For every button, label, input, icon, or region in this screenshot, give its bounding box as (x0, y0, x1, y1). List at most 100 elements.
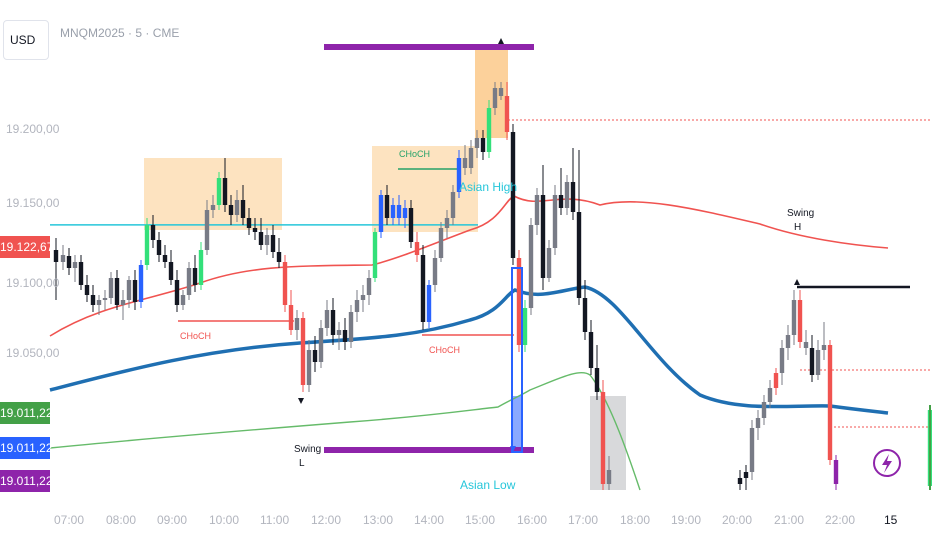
candle (570, 148, 576, 220)
candle-body (749, 428, 755, 472)
candle (258, 218, 264, 250)
candle-body (384, 195, 390, 218)
candle-body (833, 460, 839, 484)
candle (498, 82, 504, 100)
candle-body (588, 332, 594, 368)
x-tick-label: 17:00 (568, 513, 599, 527)
candle (252, 218, 258, 240)
candle (246, 208, 252, 235)
x-tick-label: 07:00 (54, 513, 85, 527)
candle-body (576, 212, 582, 298)
asian-low-label: Asian Low (460, 478, 516, 492)
candle (324, 300, 330, 336)
candle-body (594, 368, 600, 392)
candle-body (174, 280, 180, 305)
candle-body (827, 345, 833, 460)
x-tick-label: 16:00 (517, 513, 548, 527)
candle-body (228, 205, 234, 215)
candle-body (312, 350, 318, 362)
candle (552, 185, 558, 255)
candle-body (360, 295, 366, 300)
candle (240, 185, 246, 225)
candle-body (342, 330, 348, 342)
lightning-icon (873, 449, 901, 477)
candle-body (264, 235, 270, 245)
price-label-purple: 19.011,22 (0, 470, 53, 492)
candle (564, 175, 570, 215)
candle (791, 290, 797, 345)
swing-low-label: Swing (294, 444, 322, 455)
candle (306, 340, 312, 392)
candle (270, 225, 276, 258)
candle-body (534, 195, 540, 225)
candle (78, 255, 84, 290)
candle-body (797, 300, 803, 342)
candle (378, 190, 384, 238)
candle (426, 280, 432, 328)
candle-body (396, 205, 402, 218)
candle (450, 185, 456, 225)
candle (534, 188, 540, 235)
candle-body (144, 225, 150, 265)
candle (282, 255, 288, 312)
candle (294, 310, 300, 340)
candle-body (821, 345, 827, 350)
candle-body (564, 182, 570, 208)
candle (815, 340, 821, 380)
candle (150, 215, 156, 248)
candle (102, 290, 108, 310)
candle-body (306, 350, 312, 385)
candle (72, 255, 78, 282)
candle-body (282, 262, 288, 305)
candle-body (791, 300, 797, 335)
candle (516, 250, 522, 352)
candle (126, 276, 132, 308)
candle (228, 195, 234, 225)
candle-body (420, 255, 426, 322)
candle (144, 218, 150, 270)
candle-body (516, 258, 522, 345)
candle (312, 336, 318, 372)
selected-bar-outline (511, 267, 523, 453)
candle (204, 200, 210, 255)
lightning-icon (882, 454, 892, 473)
swing-high-marker (794, 279, 800, 285)
candle (372, 228, 378, 282)
candle-body (779, 348, 785, 373)
candle (384, 185, 390, 225)
candle-body (96, 300, 102, 305)
candle (510, 124, 516, 265)
candle-body (222, 178, 228, 205)
candle-body (252, 228, 258, 232)
candle-body (180, 295, 186, 305)
y-tick-label: 19.150,00 (6, 196, 60, 210)
candle (797, 290, 803, 348)
candle (366, 270, 372, 305)
x-tick-label: 08:00 (106, 513, 137, 527)
candle-body (761, 402, 767, 418)
y-tick-label: 19.200,00 (6, 122, 60, 136)
candle-body (126, 280, 132, 300)
candle-body (234, 200, 240, 215)
candle (60, 245, 66, 270)
top-marker (498, 38, 504, 44)
currency-selector[interactable]: USD (3, 20, 49, 60)
candle-body (558, 195, 564, 208)
candle-body (767, 388, 773, 402)
candle (576, 150, 582, 305)
candle-body (474, 138, 480, 148)
x-tick-label: 13:00 (363, 513, 394, 527)
candle (222, 158, 228, 212)
candle-body (755, 418, 761, 428)
candle-body (186, 268, 192, 295)
candle-body (540, 195, 546, 278)
candle-body (162, 255, 168, 262)
candle (186, 262, 192, 300)
x-tick-label: 15 (884, 513, 898, 527)
x-tick-label: 18:00 (620, 513, 651, 527)
candle (492, 82, 498, 115)
x-tick-label: 11:00 (260, 513, 290, 527)
candle-body (402, 208, 408, 218)
candle-body (324, 310, 330, 328)
